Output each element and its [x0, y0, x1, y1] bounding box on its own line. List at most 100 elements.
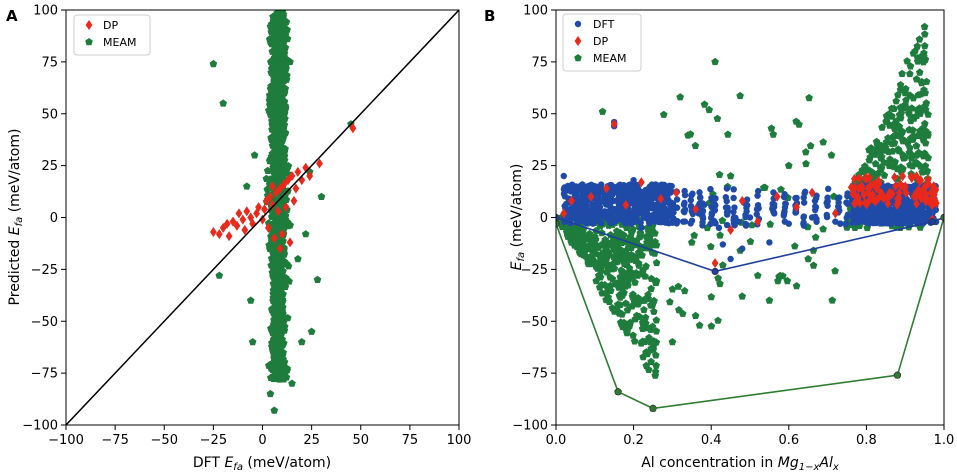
- dft-point: [652, 193, 659, 200]
- meam-point: [600, 281, 609, 289]
- meam-point: [616, 245, 624, 253]
- legend-meam-marker-shape: [85, 38, 93, 46]
- hull-vertex: [893, 371, 902, 379]
- meam-point: [811, 233, 820, 241]
- meam-point: [691, 311, 700, 319]
- meam-point: [921, 42, 929, 50]
- y-tick-label: 0: [540, 211, 548, 226]
- x-tick-label: 75: [402, 433, 419, 448]
- panel-a-xlabel: DFT Efa (meV/atom): [193, 455, 331, 471]
- meam-point: [688, 238, 696, 246]
- dft-point: [812, 203, 819, 210]
- meam-point: [280, 322, 288, 330]
- meam-point: [262, 174, 271, 182]
- meam-point: [642, 232, 651, 240]
- meam-point: [278, 50, 287, 58]
- dft-point: [635, 201, 642, 209]
- meam-point: [630, 337, 639, 345]
- meam-point: [276, 105, 285, 113]
- meam-point: [783, 276, 792, 285]
- dft-point: [699, 222, 706, 229]
- dft-point: [619, 207, 626, 215]
- dp-point: [288, 171, 296, 181]
- dp-point: [235, 208, 243, 219]
- dft-point: [880, 218, 887, 225]
- meam-point: [809, 261, 818, 269]
- hull-vertex: [649, 404, 657, 412]
- dft-point: [842, 220, 850, 228]
- dft-point: [823, 213, 831, 221]
- meam-point: [599, 248, 607, 256]
- meam-point: [873, 141, 882, 149]
- meam-point: [921, 119, 929, 127]
- meam-point: [676, 93, 684, 101]
- x-tick-label: −75: [101, 433, 128, 448]
- meam-point: [616, 277, 624, 285]
- dft-point: [663, 190, 670, 197]
- meam-point: [912, 142, 921, 150]
- meam-point: [278, 66, 287, 74]
- meam-point: [278, 10, 286, 18]
- meam-point: [713, 114, 722, 122]
- dft-point: [650, 185, 658, 192]
- dft-point: [594, 215, 601, 222]
- dp-point: [860, 189, 868, 200]
- dp-point: [278, 229, 286, 240]
- meam-point: [899, 154, 908, 162]
- dp-point: [916, 190, 924, 201]
- meam-point: [777, 185, 785, 193]
- meam-point: [584, 259, 592, 267]
- meam-point: [652, 316, 661, 324]
- meam-point: [910, 114, 918, 122]
- meam-point: [266, 111, 275, 119]
- meam-point: [873, 170, 881, 179]
- dp-point: [223, 218, 231, 229]
- dft-point: [855, 218, 863, 225]
- meam-point: [273, 110, 281, 118]
- dft-point: [613, 197, 620, 204]
- dft-point: [646, 219, 653, 227]
- meam-point: [802, 159, 810, 168]
- meam-point: [711, 57, 719, 66]
- meam-point: [718, 216, 727, 224]
- x-tick-label: −100: [48, 433, 84, 448]
- dp-point: [672, 187, 680, 198]
- meam-point: [767, 124, 776, 132]
- meam-point: [594, 271, 603, 279]
- meam-point: [274, 16, 282, 24]
- x-tick-label: 0.2: [623, 433, 644, 448]
- dp-point: [849, 188, 857, 199]
- meam-point: [907, 154, 916, 162]
- meam-point: [623, 326, 632, 334]
- dp-point: [863, 199, 871, 210]
- panel-b-ylabel: Efa (meV/atom): [509, 164, 527, 271]
- dp-point: [930, 181, 938, 192]
- meam-point: [639, 320, 647, 328]
- dp-point: [808, 187, 816, 198]
- hull-vertex: [556, 220, 560, 228]
- meam-point: [646, 325, 655, 333]
- meam-point: [716, 279, 724, 288]
- dft-point: [780, 209, 788, 217]
- dft-point: [801, 190, 808, 197]
- x-tick-label: 25: [303, 433, 320, 448]
- meam-point: [880, 171, 889, 179]
- dft-point: [699, 208, 706, 215]
- meam-point: [748, 221, 756, 229]
- dft-point: [663, 186, 670, 193]
- meam-point: [650, 296, 658, 305]
- dft-point: [628, 211, 635, 219]
- dft-point: [630, 176, 637, 184]
- meam-point: [570, 238, 578, 246]
- legend-dp-marker-shape: [574, 36, 582, 46]
- y-tick-label: 75: [41, 55, 58, 70]
- meam-point: [598, 107, 607, 115]
- dp-point: [901, 183, 908, 194]
- dft-point: [579, 194, 586, 202]
- meam-point: [895, 146, 903, 155]
- dp-point: [773, 191, 781, 202]
- meam-point: [724, 130, 732, 138]
- legend-dft-label: DFT: [593, 18, 615, 31]
- dp-point: [851, 198, 859, 209]
- dft-point: [607, 181, 614, 189]
